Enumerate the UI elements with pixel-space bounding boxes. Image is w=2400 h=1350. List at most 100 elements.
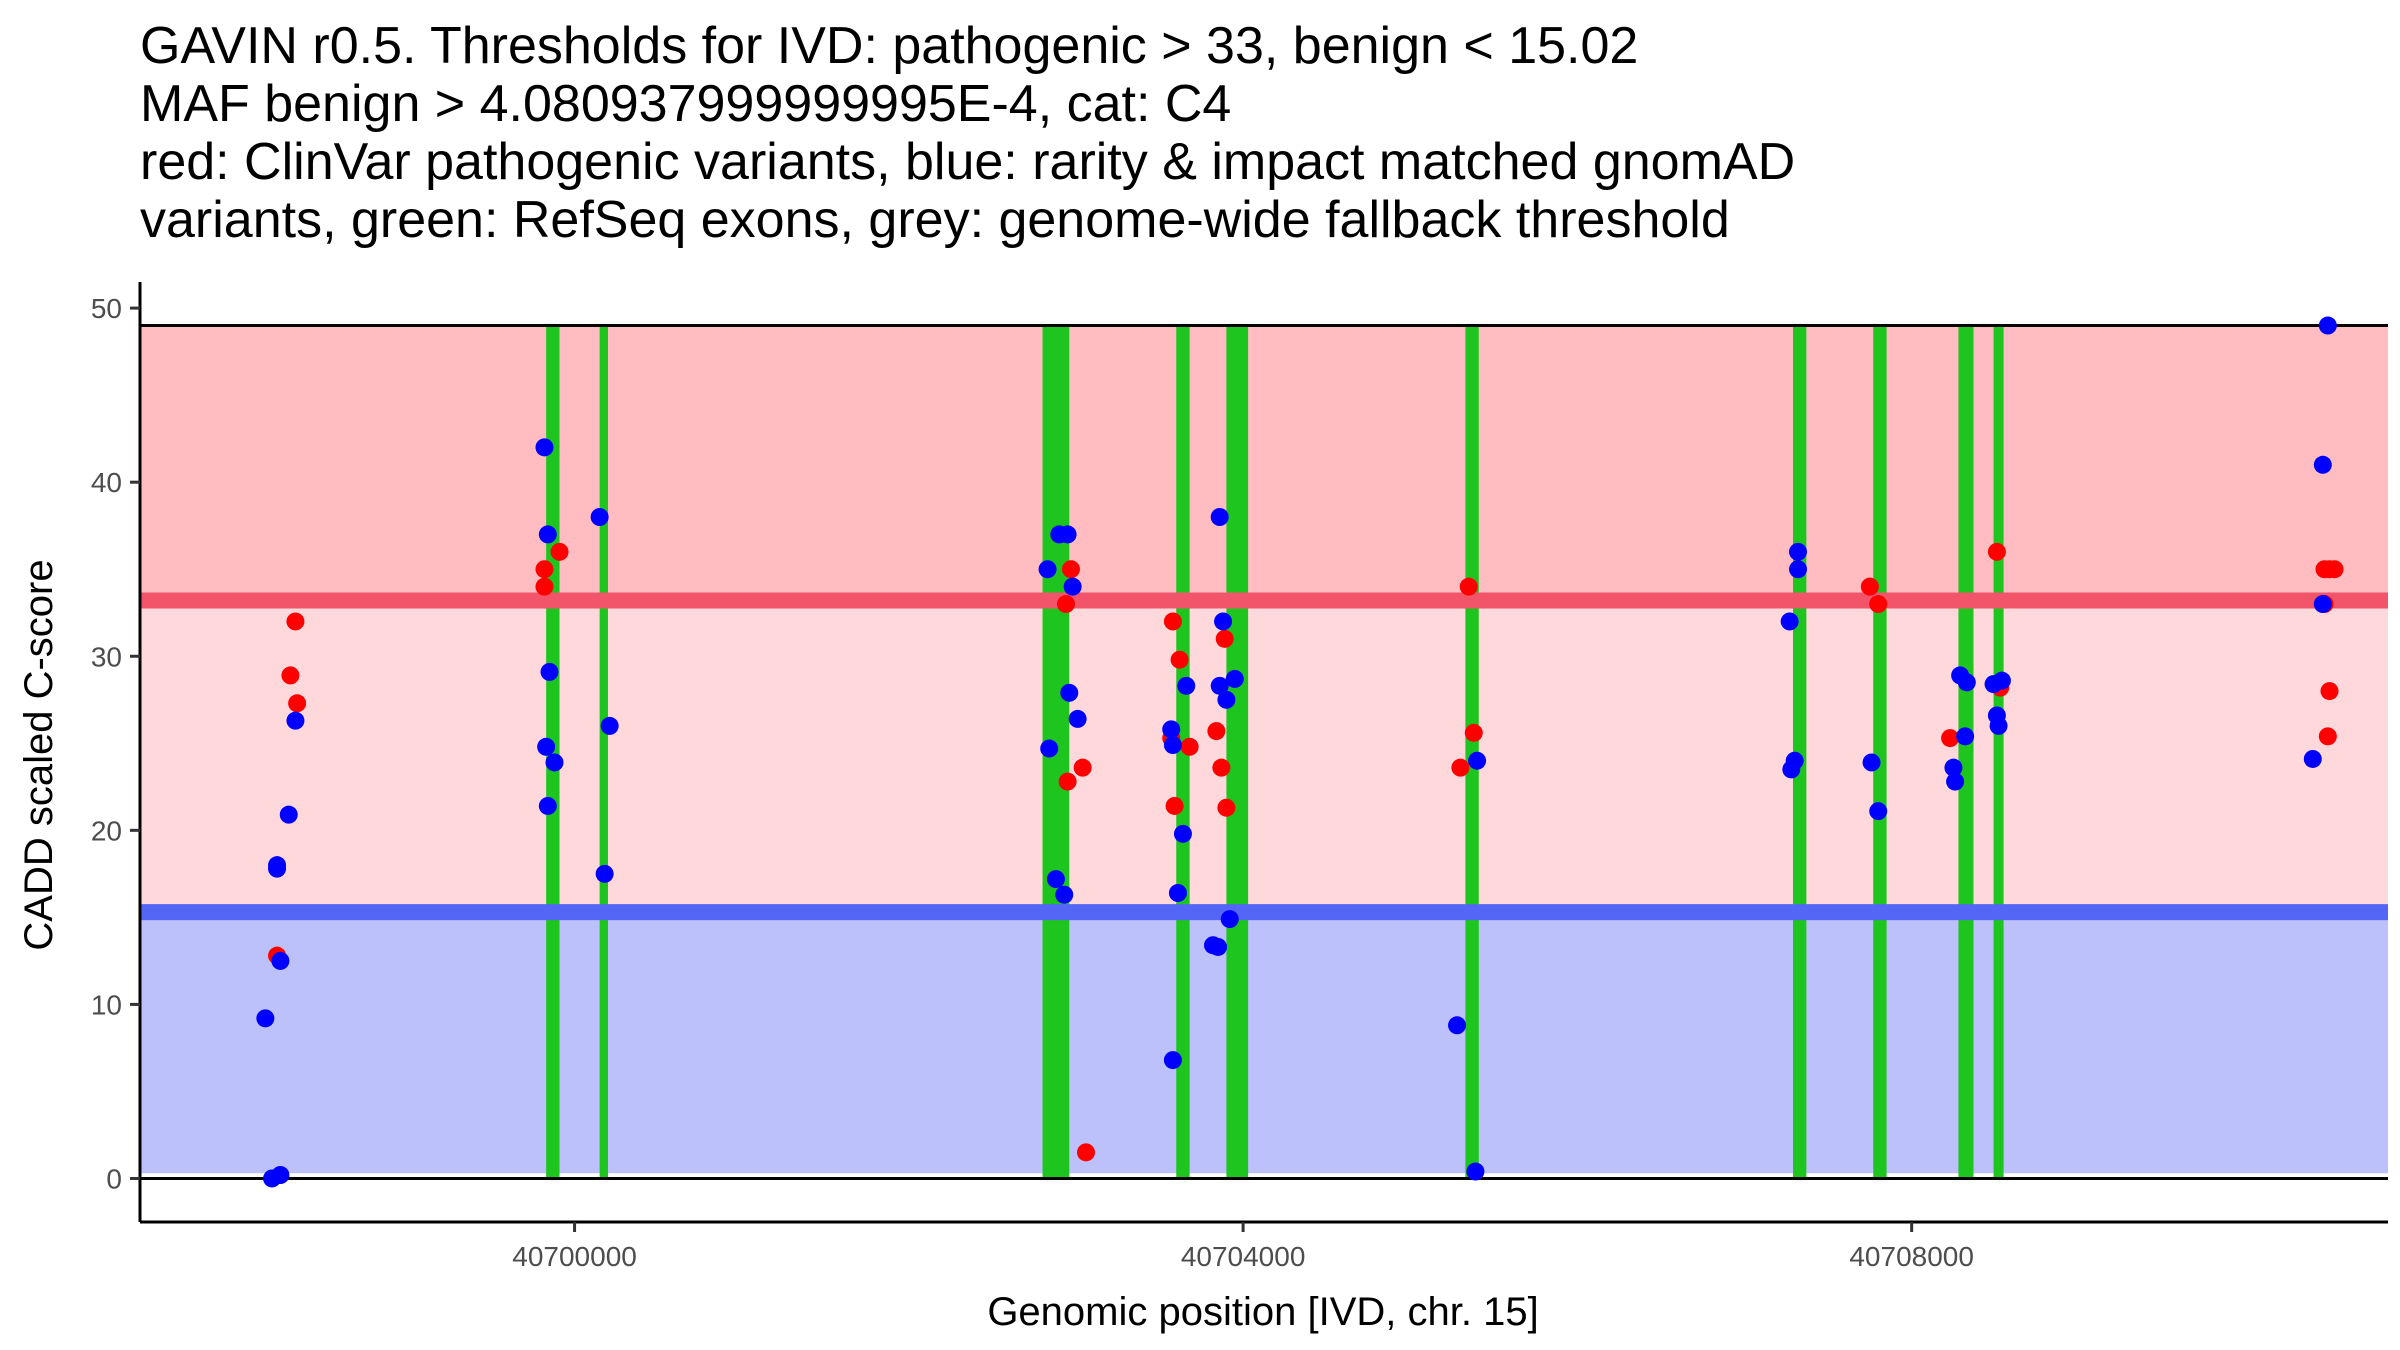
exon-bar-10 <box>1993 325 2004 1179</box>
y-tick-label-20: 20 <box>91 815 122 846</box>
threshold-lines <box>140 324 2388 1180</box>
benign-point-1 <box>256 1009 275 1028</box>
benign-point-52 <box>1946 772 1965 791</box>
pathogenic-point-13 <box>1163 612 1182 631</box>
benign-point-12 <box>537 737 556 756</box>
benign-point-62 <box>2318 316 2337 335</box>
benign-point-28 <box>1163 736 1182 755</box>
benign-point-26 <box>1068 709 1087 728</box>
y-tick-label-10: 10 <box>91 989 122 1020</box>
exon-bar-5 <box>1226 325 1249 1179</box>
pathogenic-point-7 <box>550 542 569 561</box>
benign-point-27 <box>1162 720 1181 739</box>
pathogenic-point-10 <box>1058 772 1077 791</box>
benign-point-38 <box>1217 690 1236 709</box>
benign-point-9 <box>535 438 554 457</box>
benign-point-8 <box>286 711 305 730</box>
pathogenic-point-35 <box>2318 727 2337 746</box>
exon-bar-2 <box>599 325 608 1179</box>
pathogenic-point-16 <box>1180 737 1199 756</box>
benign-point-19 <box>1040 739 1059 758</box>
pathogenic-region <box>140 325 2388 601</box>
middle-region <box>140 600 2388 913</box>
benign-point-6 <box>271 951 290 970</box>
benign-point-13 <box>538 796 557 815</box>
benign-region <box>140 912 2388 1174</box>
benign-point-5 <box>268 856 287 875</box>
benign-point-44 <box>1780 612 1799 631</box>
pathogenic-point-4 <box>288 694 307 713</box>
benign-point-49 <box>1862 753 1881 772</box>
benign-point-29 <box>1163 1051 1182 1070</box>
chart-title: GAVIN r0.5. Thresholds for IVD: pathogen… <box>140 17 1795 249</box>
pathogenic-point-19 <box>1212 758 1231 777</box>
benign-point-3 <box>271 1166 290 1184</box>
benign-point-11 <box>540 662 559 681</box>
benign-point-40 <box>1225 669 1244 688</box>
benign-point-48 <box>1789 560 1808 579</box>
benign-point-20 <box>1046 870 1065 889</box>
benign-point-55 <box>1956 727 1975 746</box>
pathogenic-point-9 <box>1061 560 1080 579</box>
benign-point-17 <box>600 716 619 735</box>
pathogenic-point-28 <box>1987 542 2006 561</box>
y-tick-label-50: 50 <box>91 293 122 324</box>
variant-points <box>256 316 2344 1188</box>
pathogenic-point-26 <box>1869 595 1888 614</box>
benign-point-50 <box>1869 802 1888 821</box>
pathogenic-point-14 <box>1170 650 1189 669</box>
pathogenic-point-22 <box>1451 758 1470 777</box>
pathogenic-point-20 <box>1215 629 1234 648</box>
pathogenic-point-11 <box>1073 758 1092 777</box>
benign-point-16 <box>595 864 614 883</box>
pathogenic-point-18 <box>1207 722 1226 741</box>
title-line-2: MAF benign > 4.080937999999995E-4, cat: … <box>140 75 1231 133</box>
y-tick-label-0: 0 <box>106 1163 122 1194</box>
benign-point-36 <box>1210 676 1229 695</box>
benign-point-63 <box>2313 595 2332 614</box>
exon-bar-6 <box>1465 325 1479 1179</box>
benign-point-58 <box>1989 716 2008 735</box>
y-tick-label-30: 30 <box>91 641 122 672</box>
benign-point-22 <box>1058 525 1077 544</box>
title-line-3: red: ClinVar pathogenic variants, blue: … <box>140 133 1795 191</box>
pathogenic-point-5 <box>535 560 554 579</box>
pathogenic-point-25 <box>1860 577 1879 596</box>
benign-point-43 <box>1468 751 1487 770</box>
x-tick-label-40708000: 40708000 <box>1849 1241 1974 1272</box>
exon-bar-9 <box>1958 325 1974 1179</box>
benign-point-47 <box>1789 542 1808 561</box>
benign-point-10 <box>538 525 557 544</box>
benign-point-15 <box>590 508 609 526</box>
x-tick-label-40704000: 40704000 <box>1181 1241 1306 1272</box>
benign-point-7 <box>279 805 298 824</box>
benign-point-23 <box>1060 683 1079 702</box>
benign-point-46 <box>1785 751 1804 770</box>
benign-point-31 <box>1173 824 1192 843</box>
benign-point-41 <box>1448 1016 1467 1035</box>
benign-point-60 <box>2303 749 2322 768</box>
benign-point-30 <box>1168 884 1187 902</box>
pathogenic-point-33 <box>2325 560 2344 579</box>
axes <box>138 282 2388 1224</box>
benign-point-34 <box>1209 937 1228 956</box>
benign-point-37 <box>1214 612 1233 631</box>
benign-point-59 <box>1992 671 2011 690</box>
pathogenic-point-21 <box>1217 798 1236 817</box>
exon-bar-8 <box>1873 325 1887 1179</box>
pathogenic-point-34 <box>2320 682 2339 701</box>
benign-point-24 <box>1055 885 1074 904</box>
pathogenic-point-2 <box>286 612 305 631</box>
benign-point-25 <box>1063 577 1082 596</box>
y-tick-label-40: 40 <box>91 467 122 498</box>
pathogenic-point-23 <box>1464 723 1483 742</box>
benign-point-51 <box>1944 758 1963 777</box>
pathogenic-point-24 <box>1459 577 1478 596</box>
benign-point-14 <box>545 753 564 772</box>
benign-point-35 <box>1210 508 1229 526</box>
benign-point-18 <box>1038 560 1057 579</box>
pathogenic-point-8 <box>1056 595 1075 614</box>
benign-point-54 <box>1957 673 1976 692</box>
x-axis-label: Genomic position [IVD, chr. 15] <box>987 1290 1538 1334</box>
pathogenic-point-27 <box>1941 729 1960 748</box>
